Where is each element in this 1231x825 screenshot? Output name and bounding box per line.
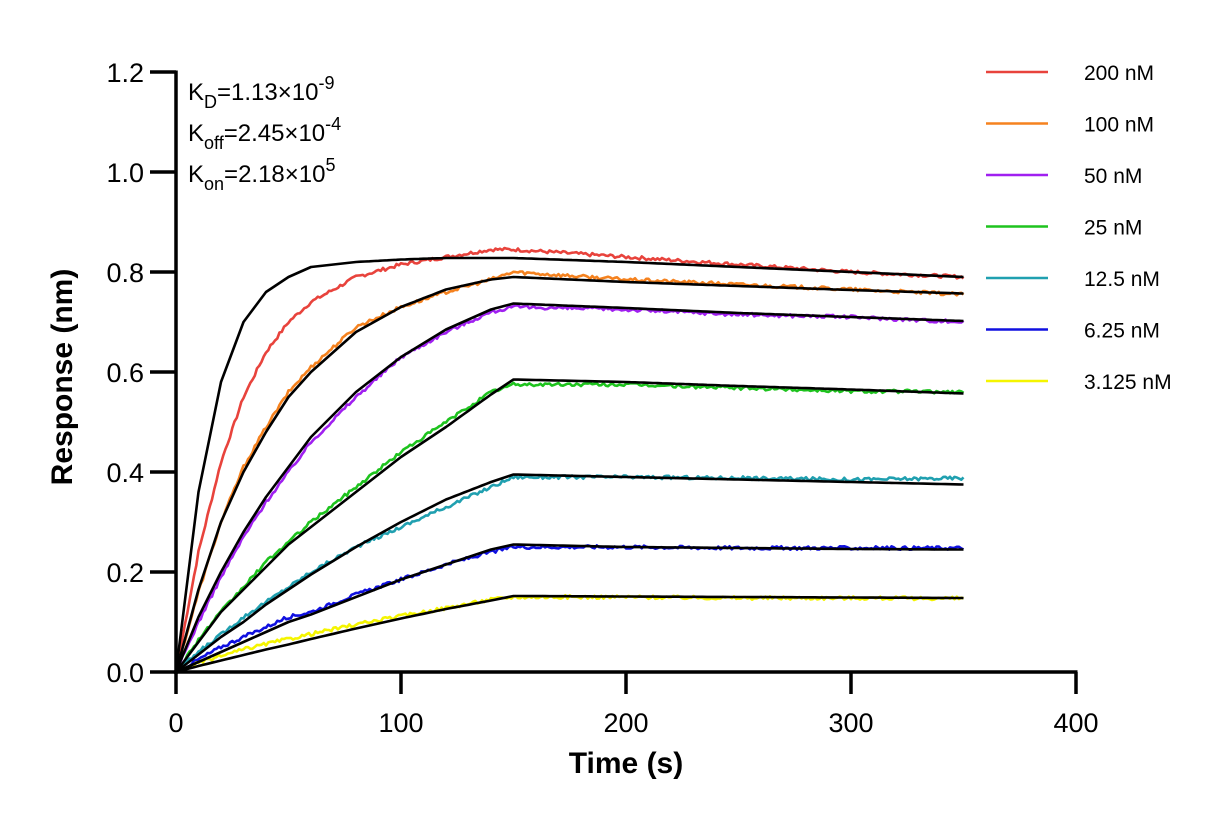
series-line-25-nM [174,381,965,673]
y-tick-label: 0.0 [106,658,144,688]
y-tick-label: 0.6 [106,358,144,388]
y-tick-label: 1.0 [106,158,144,188]
plot-area [174,246,965,674]
y-tick-label: 0.8 [106,258,144,288]
legend-item: 12.5 nM [986,268,1160,291]
fit-line-200-nM [174,256,964,673]
series-line-3_125-nM [175,594,964,674]
legend-label: 200 nM [1084,62,1154,85]
legend: 200 nM 100 nM 50 nM 25 nM 12.5 nM 6.25 nM 3.12… [986,62,1172,394]
x-tick-label: 200 [603,708,648,738]
fit-line-100-nM [174,275,964,673]
legend-label: 100 nM [1084,114,1154,137]
y-tick-label: 0.2 [106,558,144,588]
series-line-50-nM [174,304,965,673]
x-tick-label: 300 [828,708,873,738]
x-axis: 0 100 200 300 400 [168,670,1099,738]
y-tick-label: 1.2 [106,58,144,88]
legend-label: 12.5 nM [1084,268,1160,291]
x-tick-label: 0 [168,708,183,738]
fit-line-3_125-nM [175,594,964,674]
x-tick-label: 400 [1053,708,1098,738]
legend-item: 25 nM [986,217,1142,240]
kinetics-annotation: Koff=2.45×10-4 [188,114,341,153]
series-line-12_5-nM [175,474,965,673]
fit-line-25-nM [174,378,964,673]
x-axis-title: Time (s) [569,747,683,780]
kinetics-annotation: KD=1.13×10-9 [188,73,334,112]
legend-item: 6.25 nM [986,320,1160,343]
series-line-100-nM [174,270,965,673]
legend-label: 3.125 nM [1084,371,1172,394]
legend-item: 3.125 nM [986,371,1172,394]
series-line-6_25-nM [175,544,965,674]
fit-line-6_25-nM [175,543,964,674]
legend-item: 200 nM [986,62,1154,85]
fit-line-12_5-nM [175,473,964,674]
legend-label: 25 nM [1084,217,1142,240]
kinetics-annotation: Kon=2.18×105 [188,155,336,194]
x-tick-label: 100 [378,708,423,738]
y-tick-label: 0.4 [106,458,144,488]
legend-item: 50 nM [986,165,1142,188]
legend-label: 50 nM [1084,165,1142,188]
legend-item: 100 nM [986,114,1154,137]
y-axis-title: Response (nm) [46,269,79,486]
legend-label: 6.25 nM [1084,320,1160,343]
fit-line-50-nM [174,302,964,673]
y-axis: 0.0 0.2 0.4 0.6 0.8 1.0 1.2 [106,58,178,688]
